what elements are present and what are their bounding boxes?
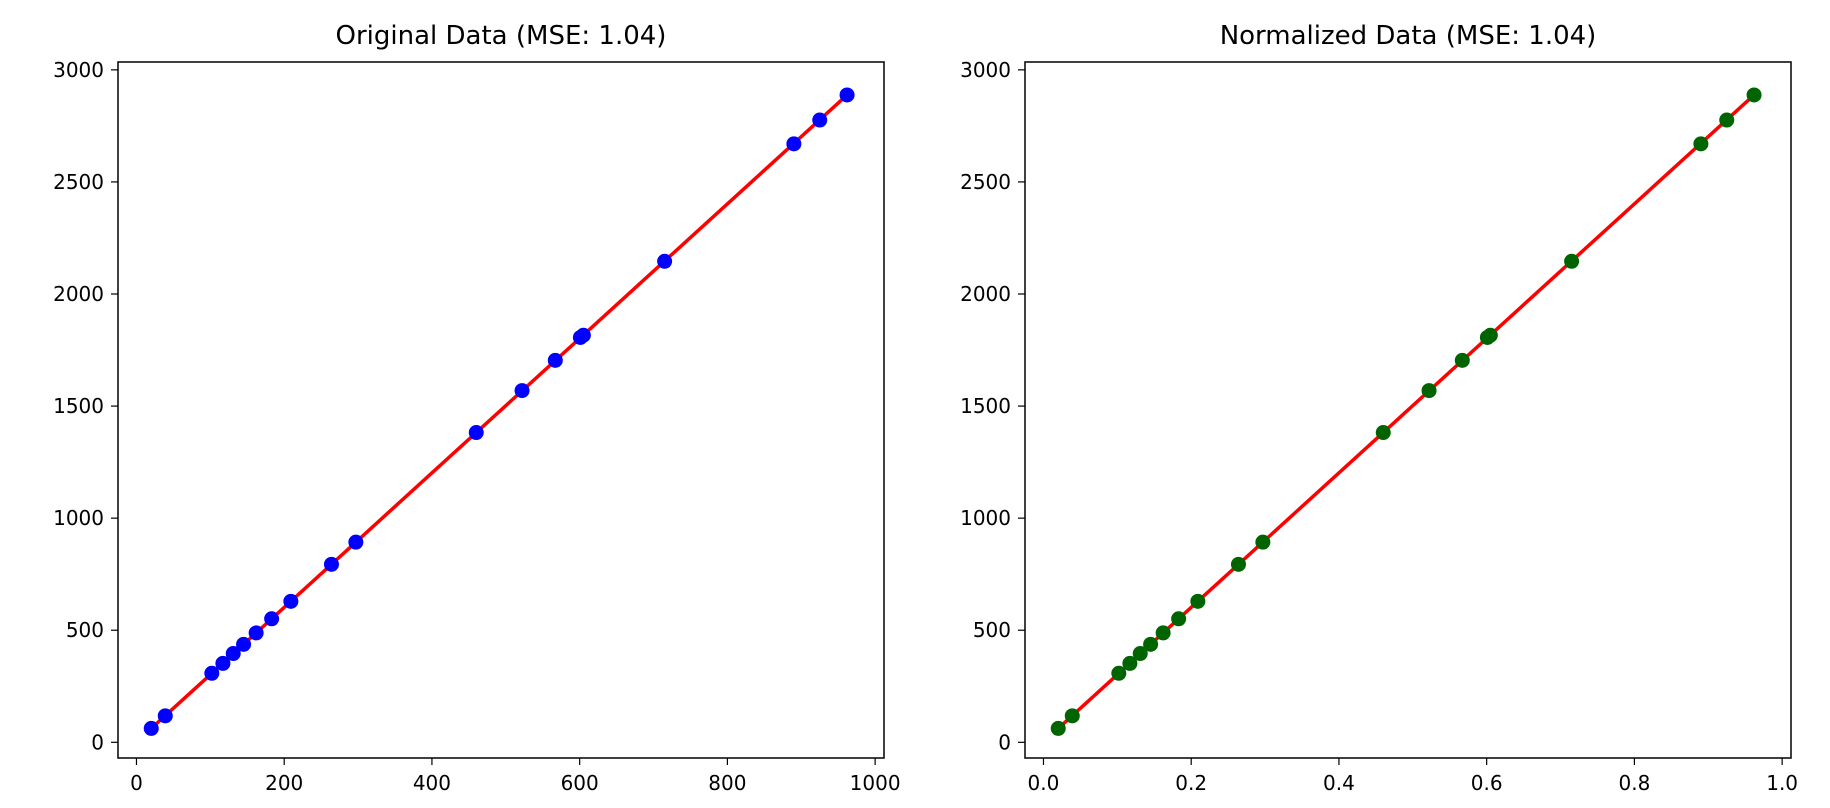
data-point xyxy=(547,352,563,368)
data-point xyxy=(323,556,339,572)
data-point xyxy=(1746,87,1762,103)
x-tick-label: 0.6 xyxy=(1471,771,1503,795)
y-tick-label: 500 xyxy=(66,618,104,642)
data-point xyxy=(348,534,364,550)
data-point xyxy=(839,87,855,103)
y-tick-label: 3000 xyxy=(960,58,1011,82)
data-point xyxy=(236,636,252,652)
data-point xyxy=(786,136,802,152)
y-tick-label: 1500 xyxy=(960,394,1011,418)
data-point xyxy=(1050,720,1066,736)
data-point xyxy=(225,646,241,662)
chart-title: Original Data (MSE: 1.04) xyxy=(336,21,667,51)
data-point xyxy=(468,425,484,441)
x-tick-label: 1000 xyxy=(850,771,901,795)
data-point xyxy=(1230,556,1246,572)
data-point xyxy=(248,625,264,641)
y-tick-label: 2000 xyxy=(960,282,1011,306)
axes-frame xyxy=(1024,61,1792,759)
data-point xyxy=(157,708,173,724)
data-point xyxy=(1719,112,1735,128)
y-tick-label: 1000 xyxy=(960,506,1011,530)
y-tick-label: 2500 xyxy=(960,170,1011,194)
x-tick-label: 400 xyxy=(413,771,451,795)
data-point xyxy=(812,112,828,128)
y-tick-label: 3000 xyxy=(53,58,104,82)
y-tick-label: 500 xyxy=(973,618,1011,642)
y-tick-label: 1000 xyxy=(53,506,104,530)
y-tick-label: 0 xyxy=(998,730,1011,754)
y-tick-label: 1500 xyxy=(53,394,104,418)
y-tick-label: 0 xyxy=(91,730,104,754)
chart-normalized-data: Normalized Data (MSE: 1.04) 0.0 0.2 0.4 0.6… xyxy=(960,21,1798,795)
data-point xyxy=(1255,534,1271,550)
x-tick-label: 800 xyxy=(708,771,746,795)
data-point xyxy=(143,720,159,736)
y-tick-label: 2000 xyxy=(53,282,104,306)
data-point xyxy=(215,655,231,671)
x-tick-label: 0.8 xyxy=(1618,771,1650,795)
data-point xyxy=(1375,425,1391,441)
data-point xyxy=(264,611,280,627)
x-tick-label: 600 xyxy=(561,771,599,795)
data-point xyxy=(575,327,591,343)
x-tick-label: 0.0 xyxy=(1028,771,1060,795)
data-point xyxy=(283,593,299,609)
y-tick-label: 2500 xyxy=(53,170,104,194)
data-point xyxy=(1190,593,1206,609)
data-point xyxy=(1143,636,1159,652)
data-point xyxy=(204,665,220,681)
data-point xyxy=(657,253,673,269)
data-point xyxy=(1155,625,1171,641)
data-point xyxy=(1421,383,1437,399)
x-tick-label: 200 xyxy=(265,771,303,795)
data-point xyxy=(1454,352,1470,368)
x-tick-label: 0.2 xyxy=(1175,771,1207,795)
axes-frame xyxy=(117,61,885,759)
chart-original-data: Original Data (MSE: 1.04) 0 200 400 600 800 1… xyxy=(53,21,900,795)
plot-area: 0.0 0.2 0.4 0.6 0.8 1.0 0 500 1000 1500 2000 2500 30… xyxy=(960,58,1798,795)
plot-area: 0 200 400 600 800 1000 0 500 1000 1500 2000 2500 300… xyxy=(53,58,900,795)
data-point xyxy=(1064,708,1080,724)
x-tick-label: 0.4 xyxy=(1323,771,1355,795)
data-point xyxy=(1111,665,1127,681)
data-point xyxy=(1564,253,1580,269)
data-point xyxy=(1693,136,1709,152)
data-point xyxy=(1122,655,1138,671)
x-tick-label: 0 xyxy=(130,771,143,795)
chart-title: Normalized Data (MSE: 1.04) xyxy=(1220,21,1597,51)
data-point xyxy=(1171,611,1187,627)
data-point xyxy=(1482,327,1498,343)
data-point xyxy=(1132,646,1148,662)
x-tick-label: 1.0 xyxy=(1766,771,1798,795)
data-point xyxy=(514,383,530,399)
